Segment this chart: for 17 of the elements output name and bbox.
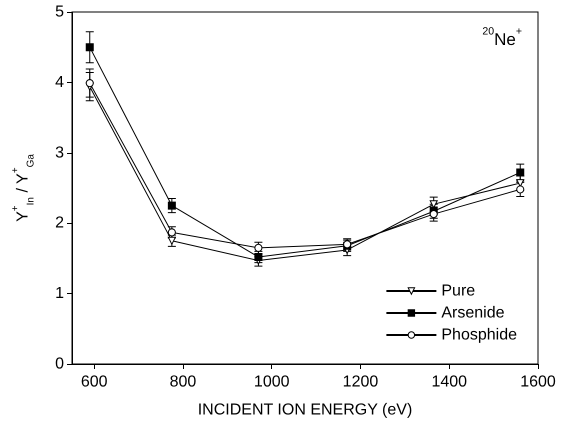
y-tick-label: 1 <box>55 285 64 302</box>
y-tick-label: 2 <box>55 214 64 232</box>
x-tick-label: 1400 <box>431 374 468 390</box>
x-tick-label: 1200 <box>342 374 378 390</box>
x-tick-label: 1600 <box>520 374 556 390</box>
legend-label: Pure <box>441 282 476 300</box>
x-tick-label: 600 <box>80 374 108 390</box>
x-axis-title: INCIDENT ION ENERGY (eV) <box>198 402 412 418</box>
x-tick-label: 800 <box>170 374 196 390</box>
y-tick-label: 0 <box>55 356 64 372</box>
y-axis-title: Y+In / Y+Ga <box>10 154 36 222</box>
x-tick-label: 1000 <box>254 374 290 390</box>
legend-label: Phosphide <box>441 326 518 344</box>
legend-label: Arsenide <box>441 304 505 322</box>
y-tick-label: 5 <box>55 4 64 20</box>
y-tick-label: 4 <box>55 74 64 91</box>
y-tick-label: 3 <box>55 144 64 162</box>
